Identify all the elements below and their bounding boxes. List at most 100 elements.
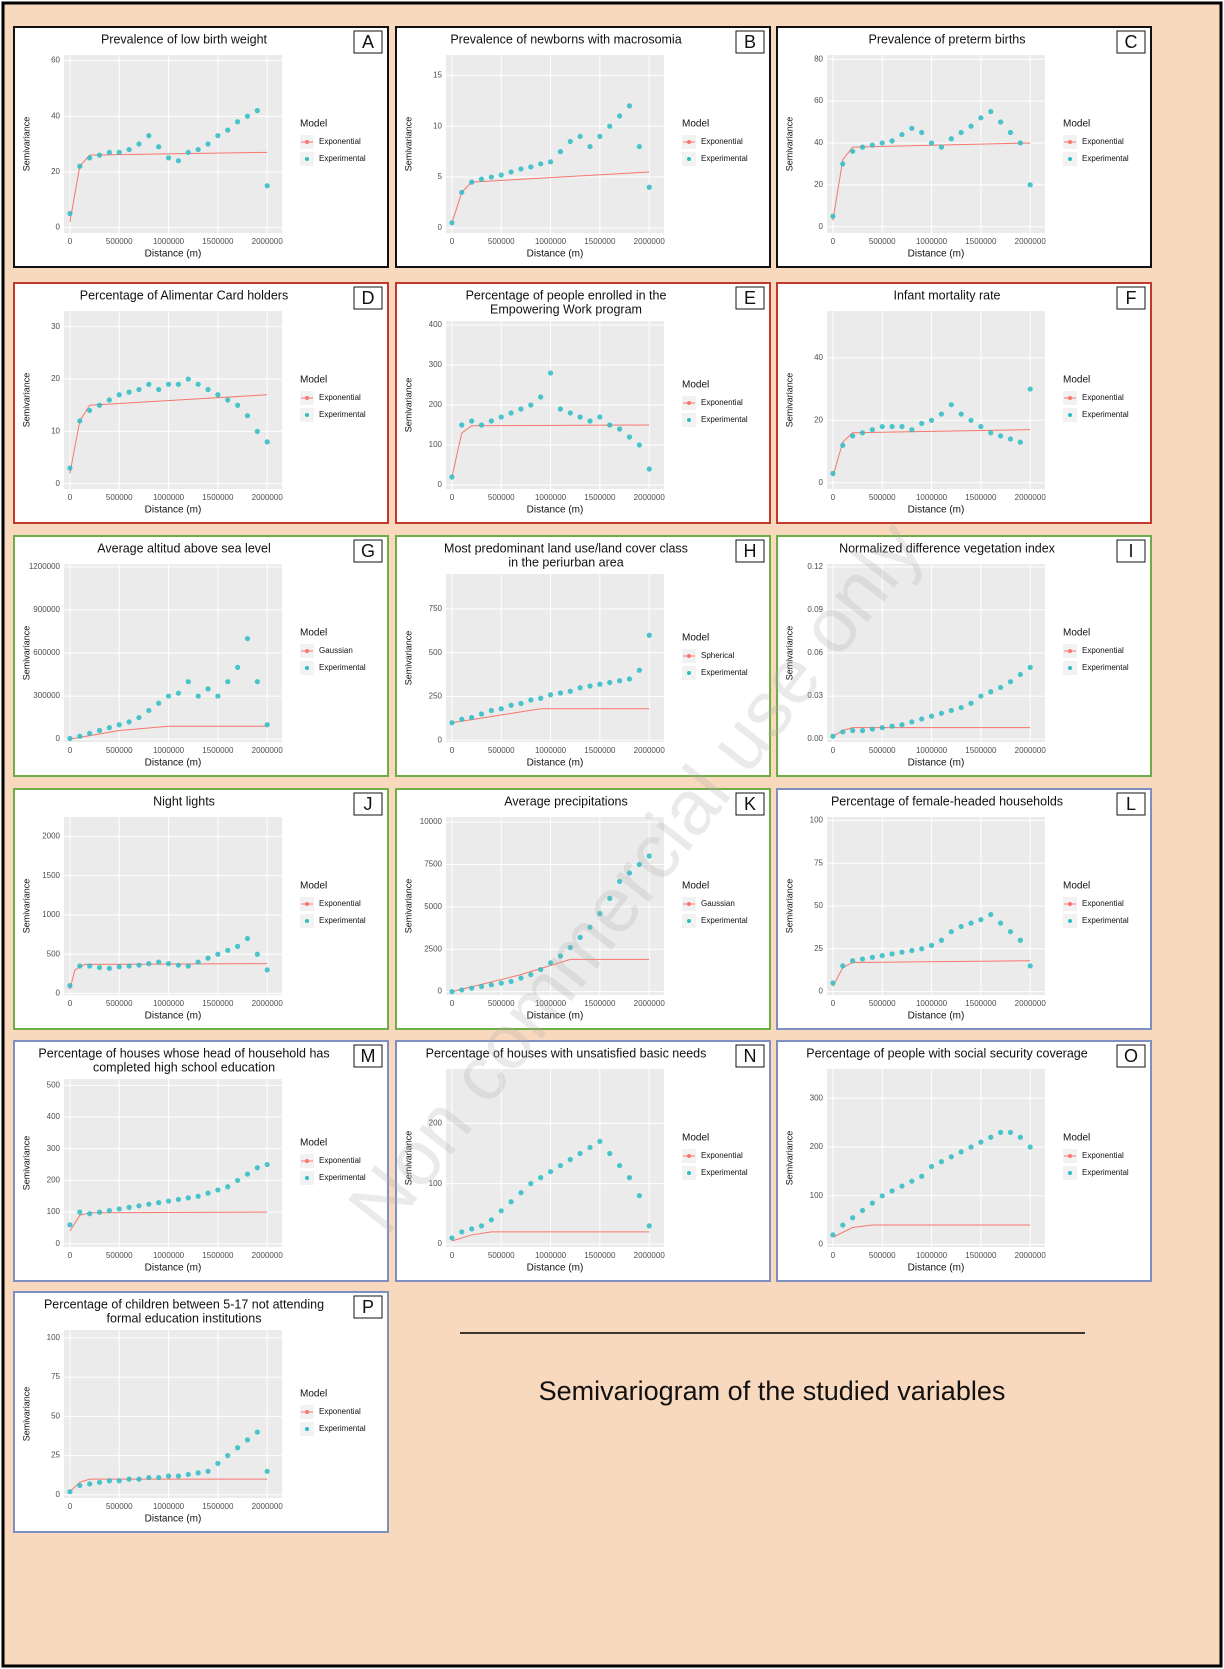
x-tick-label: 2000000	[634, 746, 666, 755]
data-point	[1007, 1129, 1014, 1135]
x-axis-label: Distance (m)	[908, 758, 965, 769]
data-point	[156, 700, 162, 706]
data-point	[928, 942, 935, 948]
x-tick-label: 1000000	[535, 999, 567, 1008]
legend-title: Model	[682, 633, 709, 644]
data-point	[587, 143, 593, 150]
data-point	[988, 689, 994, 695]
data-point	[77, 163, 83, 169]
legend-label: Experimental	[1082, 663, 1129, 672]
data-point	[67, 1222, 73, 1228]
data-point	[185, 679, 191, 685]
data-point	[459, 189, 465, 195]
panel: Percentage of houses whose head of house…	[13, 1040, 389, 1282]
data-point	[889, 1188, 895, 1194]
x-tick-label: 0	[68, 237, 73, 246]
data-point	[1027, 1144, 1033, 1150]
x-axis-label: Distance (m)	[145, 249, 202, 260]
y-tick-label: 0.06	[807, 648, 823, 657]
data-point	[116, 1478, 122, 1484]
data-point	[958, 129, 964, 136]
legend-symbol	[687, 157, 691, 161]
x-axis-label: Distance (m)	[527, 758, 584, 769]
panel-letter-box	[1116, 30, 1146, 54]
data-point	[869, 1200, 875, 1206]
panel-letter-box	[353, 1044, 383, 1068]
data-point	[998, 433, 1004, 439]
y-tick-label: 600000	[33, 648, 60, 657]
data-point	[968, 920, 974, 926]
x-tick-label: 2000000	[1015, 999, 1047, 1008]
panel: Percentage of people with social securit…	[776, 1040, 1152, 1282]
data-point	[469, 985, 475, 991]
data-point	[538, 695, 544, 701]
panel-title: Normalized difference vegetation index	[839, 541, 1056, 555]
data-point	[156, 386, 162, 393]
data-point	[626, 870, 633, 876]
data-point	[557, 406, 564, 412]
data-point	[96, 1209, 103, 1215]
data-point	[938, 937, 945, 943]
data-point	[235, 943, 241, 949]
data-point	[938, 710, 945, 716]
data-point	[106, 1207, 112, 1214]
x-tick-label: 1000000	[535, 1251, 567, 1260]
data-point	[478, 176, 485, 182]
data-point	[577, 133, 583, 139]
data-point	[488, 174, 494, 180]
data-point	[87, 155, 93, 161]
data-point	[185, 1195, 191, 1201]
x-tick-label: 1500000	[202, 1251, 234, 1260]
legend-title: Model	[300, 119, 327, 130]
panel-letter: N	[744, 1046, 757, 1066]
panel-title: Average precipitations	[504, 794, 627, 808]
data-point	[165, 693, 172, 699]
data-point	[1007, 129, 1014, 136]
data-point	[254, 1165, 260, 1171]
data-point	[557, 1162, 564, 1169]
data-point	[195, 1193, 201, 1199]
data-point	[607, 895, 613, 901]
panel-title: Most predominant land use/land cover cla…	[444, 541, 688, 555]
data-point	[96, 727, 103, 734]
y-tick-label: 20	[814, 415, 823, 424]
data-point	[879, 953, 885, 959]
x-tick-label: 2000000	[252, 1251, 284, 1260]
x-axis-label: Distance (m)	[145, 505, 202, 516]
plot-area	[827, 311, 1045, 489]
plot-area	[446, 1069, 664, 1247]
data-point	[508, 1199, 514, 1205]
data-point	[528, 164, 534, 170]
y-tick-label: 750	[429, 604, 443, 613]
panel-letter: B	[744, 32, 756, 52]
panel: Prevalence of low birth weight A 0 500000 10…	[13, 26, 389, 268]
data-point	[909, 427, 915, 433]
panel-title: Night lights	[153, 794, 215, 808]
y-tick-label: 1000	[42, 910, 60, 919]
data-point	[1017, 937, 1023, 943]
x-tick-label: 0	[450, 1251, 455, 1260]
data-point	[830, 213, 836, 219]
data-point	[840, 963, 846, 969]
legend-title: Model	[300, 375, 327, 386]
data-point	[126, 1476, 132, 1482]
x-tick-label: 0	[450, 493, 455, 502]
x-tick-label: 1500000	[202, 1502, 234, 1511]
y-tick-label: 300	[810, 1093, 824, 1102]
y-tick-label: 30	[51, 322, 60, 331]
y-tick-label: 500	[47, 1080, 61, 1089]
x-tick-label: 2000000	[634, 237, 666, 246]
data-point	[909, 1178, 915, 1184]
data-point	[96, 964, 103, 971]
legend-title: Model	[682, 119, 709, 130]
x-tick-label: 1000000	[916, 493, 948, 502]
legend-title: Model	[300, 881, 327, 892]
data-point	[96, 1479, 103, 1485]
data-point	[498, 706, 504, 712]
y-axis-label: Semivariance	[784, 373, 794, 428]
panel-title: Prevalence of low birth weight	[101, 32, 268, 46]
data-point	[67, 1489, 73, 1495]
data-point	[919, 129, 925, 136]
legend-symbol	[1068, 140, 1072, 144]
legend-symbol	[687, 1154, 691, 1158]
